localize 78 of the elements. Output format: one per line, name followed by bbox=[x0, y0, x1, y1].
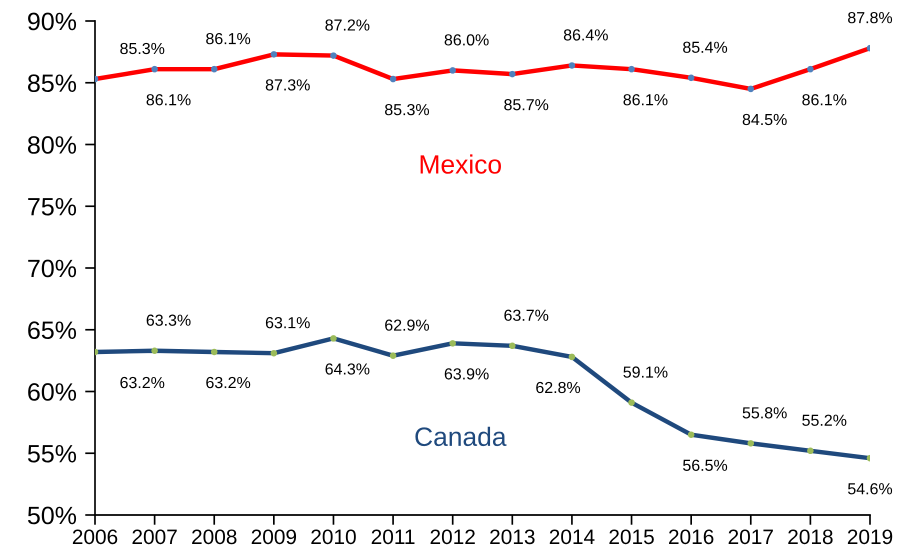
point bbox=[509, 70, 516, 78]
data-label: 62.9% bbox=[385, 319, 430, 331]
x-tick-label: 2006 bbox=[72, 529, 118, 544]
y-tick-label: 70% bbox=[28, 260, 76, 278]
x-tick-label: 2014 bbox=[550, 529, 594, 544]
data-label: 59.1% bbox=[623, 366, 668, 378]
x-tick-label: 2007 bbox=[132, 529, 177, 544]
y-tick-label: 85% bbox=[28, 74, 76, 92]
x-tick-label: 2012 bbox=[430, 529, 475, 544]
x-tick-label: 2009 bbox=[252, 529, 296, 544]
data-label: 55.8% bbox=[742, 407, 787, 418]
y-tick-label: 60% bbox=[28, 383, 76, 401]
point bbox=[568, 62, 576, 69]
x-tick-label: 2017 bbox=[728, 529, 773, 544]
point bbox=[807, 448, 814, 454]
point bbox=[270, 51, 278, 58]
x-tick-label: 2008 bbox=[192, 529, 236, 544]
point bbox=[449, 340, 456, 347]
x-tick-label: 2010 bbox=[311, 529, 356, 544]
point bbox=[807, 66, 814, 72]
x-tick-label: 2015 bbox=[609, 529, 654, 544]
point bbox=[390, 352, 396, 359]
point bbox=[270, 350, 278, 356]
point bbox=[151, 66, 158, 72]
data-label: 86.4% bbox=[564, 29, 608, 41]
x-tick-label: 2013 bbox=[490, 529, 535, 544]
point bbox=[748, 86, 754, 92]
y-tick-label: 55% bbox=[28, 444, 76, 463]
data-label: 63.3% bbox=[146, 314, 191, 326]
y-tick-label: 75% bbox=[28, 198, 76, 216]
point bbox=[330, 335, 337, 342]
data-label: 87.2% bbox=[325, 19, 370, 31]
data-label: 86.1% bbox=[146, 94, 191, 106]
data-label: 63.9% bbox=[444, 368, 489, 380]
point bbox=[151, 347, 158, 354]
line-series bbox=[95, 335, 870, 462]
data-label: 87.8% bbox=[848, 12, 892, 24]
x-tick-label: 2019 bbox=[848, 529, 892, 544]
data-label: 86.1% bbox=[206, 32, 250, 44]
data-label: 62.8% bbox=[536, 382, 580, 394]
point bbox=[390, 76, 396, 82]
data-label: 54.6% bbox=[848, 483, 892, 494]
point bbox=[449, 67, 456, 74]
point bbox=[568, 354, 576, 360]
point bbox=[210, 66, 218, 72]
data-label: 63.2% bbox=[120, 376, 164, 388]
data-label: 55.2% bbox=[802, 414, 846, 426]
data-label: 63.1% bbox=[266, 317, 310, 328]
data-label: 64.3% bbox=[326, 363, 370, 375]
x-tick-label: 2011 bbox=[372, 529, 414, 544]
point bbox=[628, 66, 635, 72]
data-label: 86.0% bbox=[444, 34, 489, 46]
data-label: 56.5% bbox=[683, 460, 728, 471]
point bbox=[688, 431, 694, 438]
y-tick-label: 65% bbox=[28, 321, 76, 340]
data-label: 85.4% bbox=[683, 42, 728, 53]
y-tick-label: 80% bbox=[28, 136, 76, 154]
data-label: 85.7% bbox=[504, 99, 548, 110]
point bbox=[210, 348, 218, 356]
point bbox=[628, 399, 635, 406]
point bbox=[330, 52, 337, 59]
text: Canada bbox=[415, 426, 506, 446]
text: Mexico bbox=[420, 154, 501, 174]
data-label: 85.3% bbox=[120, 42, 164, 54]
point bbox=[688, 74, 694, 82]
y-tick-label: 50% bbox=[28, 506, 76, 524]
point bbox=[509, 342, 516, 350]
x-tick-label: 2018 bbox=[788, 529, 833, 544]
data-label: 63.7% bbox=[504, 310, 548, 321]
data-label: 63.2% bbox=[206, 376, 250, 388]
y-tick-label: 90% bbox=[28, 12, 76, 30]
point bbox=[748, 440, 754, 447]
data-label: 86.1% bbox=[802, 94, 846, 106]
data-label: 84.5% bbox=[742, 114, 787, 126]
data-label: 85.3% bbox=[385, 104, 430, 116]
data-label: 86.1% bbox=[623, 94, 668, 106]
data-label: 87.3% bbox=[266, 79, 310, 91]
x-tick-label: 2016 bbox=[669, 529, 714, 544]
